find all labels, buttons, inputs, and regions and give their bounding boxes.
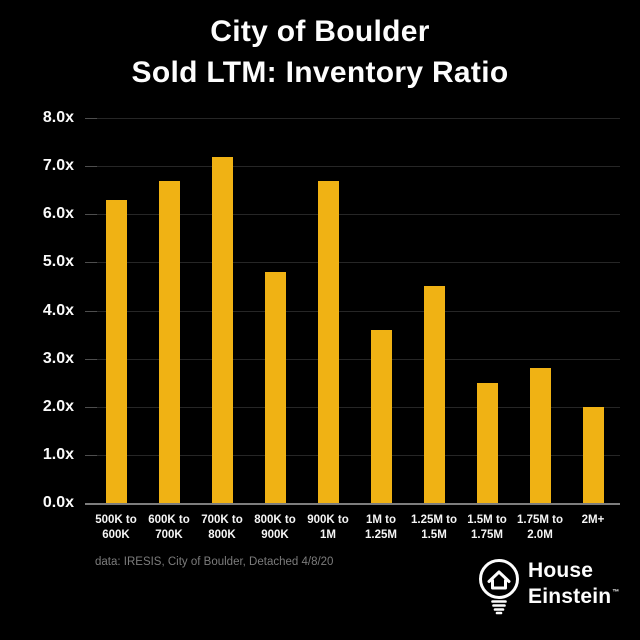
x-axis-label-line: 900K: [261, 529, 289, 541]
x-axis-label: 1.5M to 1.75M: [460, 513, 514, 543]
x-axis-line: [85, 503, 620, 505]
x-axis-label-line: 2.0M: [527, 529, 553, 541]
x-axis-label-line: 600K: [102, 529, 130, 541]
gridline: [97, 118, 620, 119]
x-axis-label-line: 500K to: [95, 514, 137, 526]
x-axis-label-line: 700K: [155, 529, 183, 541]
house-einstein-logo: House Einstein™: [478, 558, 620, 618]
lightbulb-house-icon: [479, 559, 519, 615]
x-axis-label-line: 1.75M to: [516, 514, 563, 526]
bar: [423, 286, 445, 503]
bar: [582, 406, 604, 503]
y-axis-label: 7.0x: [42, 157, 74, 175]
x-axis-label: 700K to 800K: [195, 513, 249, 543]
bar: [211, 156, 233, 503]
x-axis-label-line: 1M: [320, 529, 336, 541]
y-axis-label: 2.0x: [42, 397, 74, 415]
y-axis-tick: [85, 166, 97, 168]
logo-wordmark: House Einstein™: [528, 560, 620, 608]
x-axis-label-line: 1.25M to: [410, 514, 457, 526]
x-axis-label-line: 700K to: [201, 514, 243, 526]
source-note: data: IRESIS, City of Boulder, Detached …: [95, 556, 334, 568]
y-axis-tick: [85, 454, 97, 456]
y-axis-label: 8.0x: [42, 109, 74, 126]
x-axis-label: 1.75M to 2.0M: [513, 513, 567, 543]
bar: [264, 272, 286, 503]
x-axis-label: 600K to 700K: [142, 513, 196, 543]
bulb-circle: [479, 559, 519, 599]
logo-word-house: House: [528, 559, 594, 582]
gridline: [97, 214, 620, 216]
y-axis-tick: [85, 214, 97, 216]
x-axis-label: 500K to 600K: [89, 513, 143, 543]
house-body: [491, 579, 507, 590]
x-axis-label-line: 2M+: [581, 514, 605, 526]
y-axis-label: 5.0x: [42, 253, 74, 271]
x-axis-label-line: 1M to: [365, 514, 397, 526]
chart-title: City of Boulder Sold LTM: Inventory Rati…: [0, 11, 640, 93]
y-axis-tick: [85, 118, 97, 119]
gridline: [97, 358, 620, 360]
x-axis-label: 1.25M to 1.5M: [407, 513, 461, 543]
x-axis-label-line: 800K to: [254, 514, 296, 526]
x-axis-label-line: 900K to: [307, 514, 349, 526]
house-roof: [487, 570, 511, 583]
bar: [158, 180, 180, 503]
x-axis-label-line: 1.5M: [421, 529, 447, 541]
gridline: [97, 166, 620, 168]
x-axis-label-line: 800K: [208, 529, 236, 541]
gridline: [97, 310, 620, 312]
bar: [476, 382, 498, 503]
gridline: [97, 406, 620, 408]
y-axis-tick: [85, 310, 97, 312]
bar: [370, 329, 392, 503]
x-axis-label: 1M to 1.25M: [354, 513, 408, 543]
gridline: [97, 454, 620, 456]
bar: [317, 180, 339, 503]
x-axis-label-line: 600K to: [148, 514, 190, 526]
y-axis-label: 3.0x: [42, 349, 74, 367]
x-axis-label-line: 1.5M to: [467, 514, 507, 526]
chart-title-line2: Sold LTM: Inventory Ratio: [131, 56, 509, 89]
x-axis-label-line: 1.75M: [471, 529, 503, 541]
chart-title-line1: City of Boulder: [210, 15, 430, 48]
gridline: [97, 262, 620, 264]
y-axis-label: 0.0x: [42, 494, 74, 511]
trademark-symbol: ™: [612, 589, 620, 596]
bar: [105, 199, 127, 503]
x-axis-label: 800K to 900K: [248, 513, 302, 543]
y-axis-tick: [85, 406, 97, 408]
y-axis-tick: [85, 358, 97, 360]
y-axis-label: 6.0x: [42, 205, 74, 223]
logo-word-einstein: Einstein™: [528, 585, 620, 608]
x-axis-label: 900K to 1M: [301, 513, 355, 543]
y-axis-label: 1.0x: [42, 445, 74, 463]
x-axis-label: 2M+: [566, 513, 620, 528]
y-axis-tick: [85, 262, 97, 264]
bar: [529, 368, 551, 503]
x-axis-label-line: 1.25M: [365, 529, 397, 541]
y-axis-label: 4.0x: [42, 301, 74, 319]
